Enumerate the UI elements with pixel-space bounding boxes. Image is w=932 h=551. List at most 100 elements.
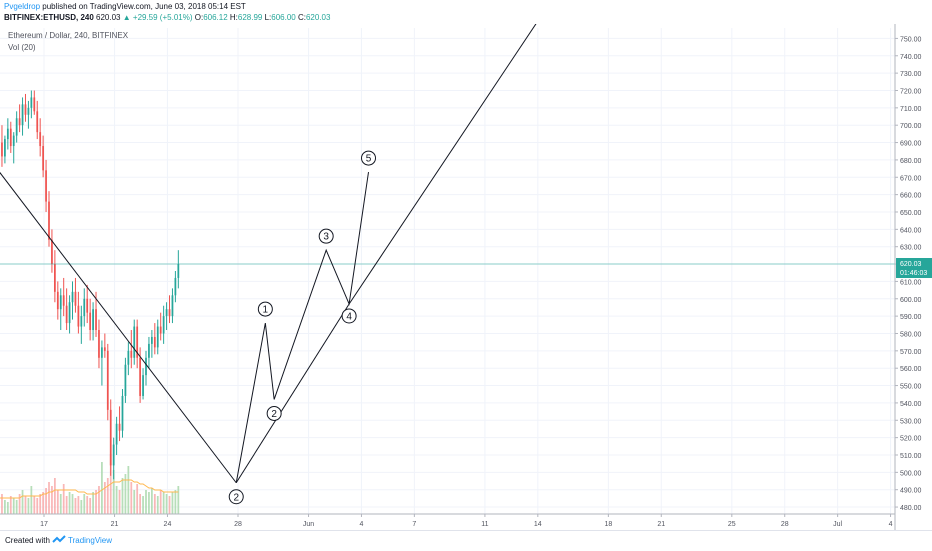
wave-label: 2 xyxy=(271,409,277,420)
candle-body xyxy=(153,336,156,348)
volume-bar xyxy=(136,484,139,514)
price-tick-label: 550.00 xyxy=(900,384,922,391)
time-tick-label: 11 xyxy=(481,521,488,528)
volume-bar xyxy=(98,486,100,514)
candle-body xyxy=(59,295,62,310)
tradingview-brand[interactable]: TradingView xyxy=(68,536,113,545)
volume-bar xyxy=(65,496,68,514)
candle-body xyxy=(53,264,56,292)
candle-body xyxy=(177,264,180,278)
volume-bar xyxy=(139,494,141,514)
volume-bar xyxy=(165,494,168,514)
volume-bar xyxy=(59,494,62,514)
price-tick-label: 600.00 xyxy=(900,297,922,304)
time-tick-label: 25 xyxy=(728,521,736,528)
candle-body xyxy=(48,201,50,240)
volume-bar xyxy=(24,496,27,514)
volume-bar xyxy=(148,492,150,514)
candle-body xyxy=(136,326,139,358)
candle-body xyxy=(112,444,115,466)
trendline xyxy=(348,24,537,305)
time-tick-label: 21 xyxy=(111,521,119,528)
tradingview-logo-icon xyxy=(52,535,66,543)
candle-body xyxy=(12,135,15,147)
volume-bar xyxy=(112,470,115,514)
volume-bar xyxy=(145,490,147,514)
time-axis[interactable]: 17 21 24 28 Jun 4 7 11 14 18 21 25 28 Jul 4 xyxy=(0,513,895,528)
candle-body xyxy=(89,312,92,331)
price-tick-label: 480.00 xyxy=(900,505,922,512)
volume-bar xyxy=(15,500,18,514)
wave-label-circle xyxy=(266,405,282,421)
volume-bar xyxy=(51,486,53,514)
author-name[interactable]: Pvgeldrop xyxy=(4,2,41,11)
candle-body xyxy=(124,364,127,396)
candle-body xyxy=(101,347,103,358)
volume-bar xyxy=(89,498,92,514)
candle-body xyxy=(174,277,177,296)
open-value: 606.12 xyxy=(203,13,228,22)
candle-body xyxy=(159,326,162,334)
last-price-marker-label: 620.03 xyxy=(900,261,922,268)
candle-body xyxy=(92,309,94,331)
volume-bars xyxy=(1,454,180,514)
candle-body xyxy=(45,170,47,202)
candle-body xyxy=(77,305,80,327)
volume-bar xyxy=(6,502,9,514)
volume-bar xyxy=(77,496,80,514)
volume-bar xyxy=(95,490,97,514)
price-axis[interactable]: 480.00 490.00 500.00 510.00 520.00 530.00 540.… xyxy=(894,24,932,530)
publish-info: Pvgeldrop published on TradingView.com, … xyxy=(4,2,246,11)
wave-label: 5 xyxy=(366,154,372,165)
grid xyxy=(0,28,895,514)
volume-bar xyxy=(1,494,3,514)
wave-label-circle xyxy=(361,150,377,166)
volume-bar xyxy=(12,498,15,514)
candle-body xyxy=(95,309,97,331)
price-tick-label: 540.00 xyxy=(900,401,922,408)
candle-body xyxy=(6,128,9,140)
candle-body xyxy=(68,302,71,324)
candle-body xyxy=(9,128,12,147)
volume-bar xyxy=(130,482,133,514)
candle-body xyxy=(156,326,159,348)
price-tick-label: 740.00 xyxy=(900,54,922,61)
candle-body xyxy=(148,343,150,358)
volume-bar xyxy=(174,490,177,514)
volume-bar xyxy=(124,474,127,514)
wave-label: 2 xyxy=(233,492,239,503)
candle-body xyxy=(98,330,100,358)
created-with-label: Created with xyxy=(5,536,50,545)
volume-bar xyxy=(118,490,121,514)
price-tick-label: 710.00 xyxy=(900,106,922,113)
volume-bar xyxy=(42,492,44,514)
volume-bar xyxy=(106,478,109,514)
publish-line: published on TradingView.com, June 03, 2… xyxy=(42,2,246,11)
last-price: 620.03 xyxy=(96,13,121,22)
candle-body xyxy=(71,291,74,303)
wave-label: 3 xyxy=(323,232,329,243)
volume-ma-line xyxy=(0,479,179,499)
time-tick-label: 28 xyxy=(234,521,242,528)
candle-body xyxy=(1,142,3,157)
volume-bar xyxy=(30,486,33,514)
volume-bar xyxy=(4,500,6,514)
candle-body xyxy=(142,375,144,396)
volume-bar xyxy=(171,492,174,514)
candle-body xyxy=(171,295,174,317)
time-tick-label: 14 xyxy=(534,521,542,528)
price-tick-label: 580.00 xyxy=(900,331,922,338)
chart-header: Pvgeldrop published on TradingView.com, … xyxy=(0,0,932,24)
price-tick-label: 490.00 xyxy=(900,488,922,495)
price-tick-label: 700.00 xyxy=(900,123,922,130)
elliott-drawings[interactable]: 2 1 2 3 4 5 xyxy=(0,24,538,505)
volume-bar xyxy=(18,494,21,514)
candle-body xyxy=(118,423,121,431)
candle-body xyxy=(56,291,59,310)
price-tick-label: 610.00 xyxy=(900,279,922,286)
time-tick-label: Jul xyxy=(833,521,842,528)
candle-body xyxy=(21,104,24,126)
volume-bar xyxy=(159,490,162,514)
volume-bar xyxy=(162,492,165,514)
